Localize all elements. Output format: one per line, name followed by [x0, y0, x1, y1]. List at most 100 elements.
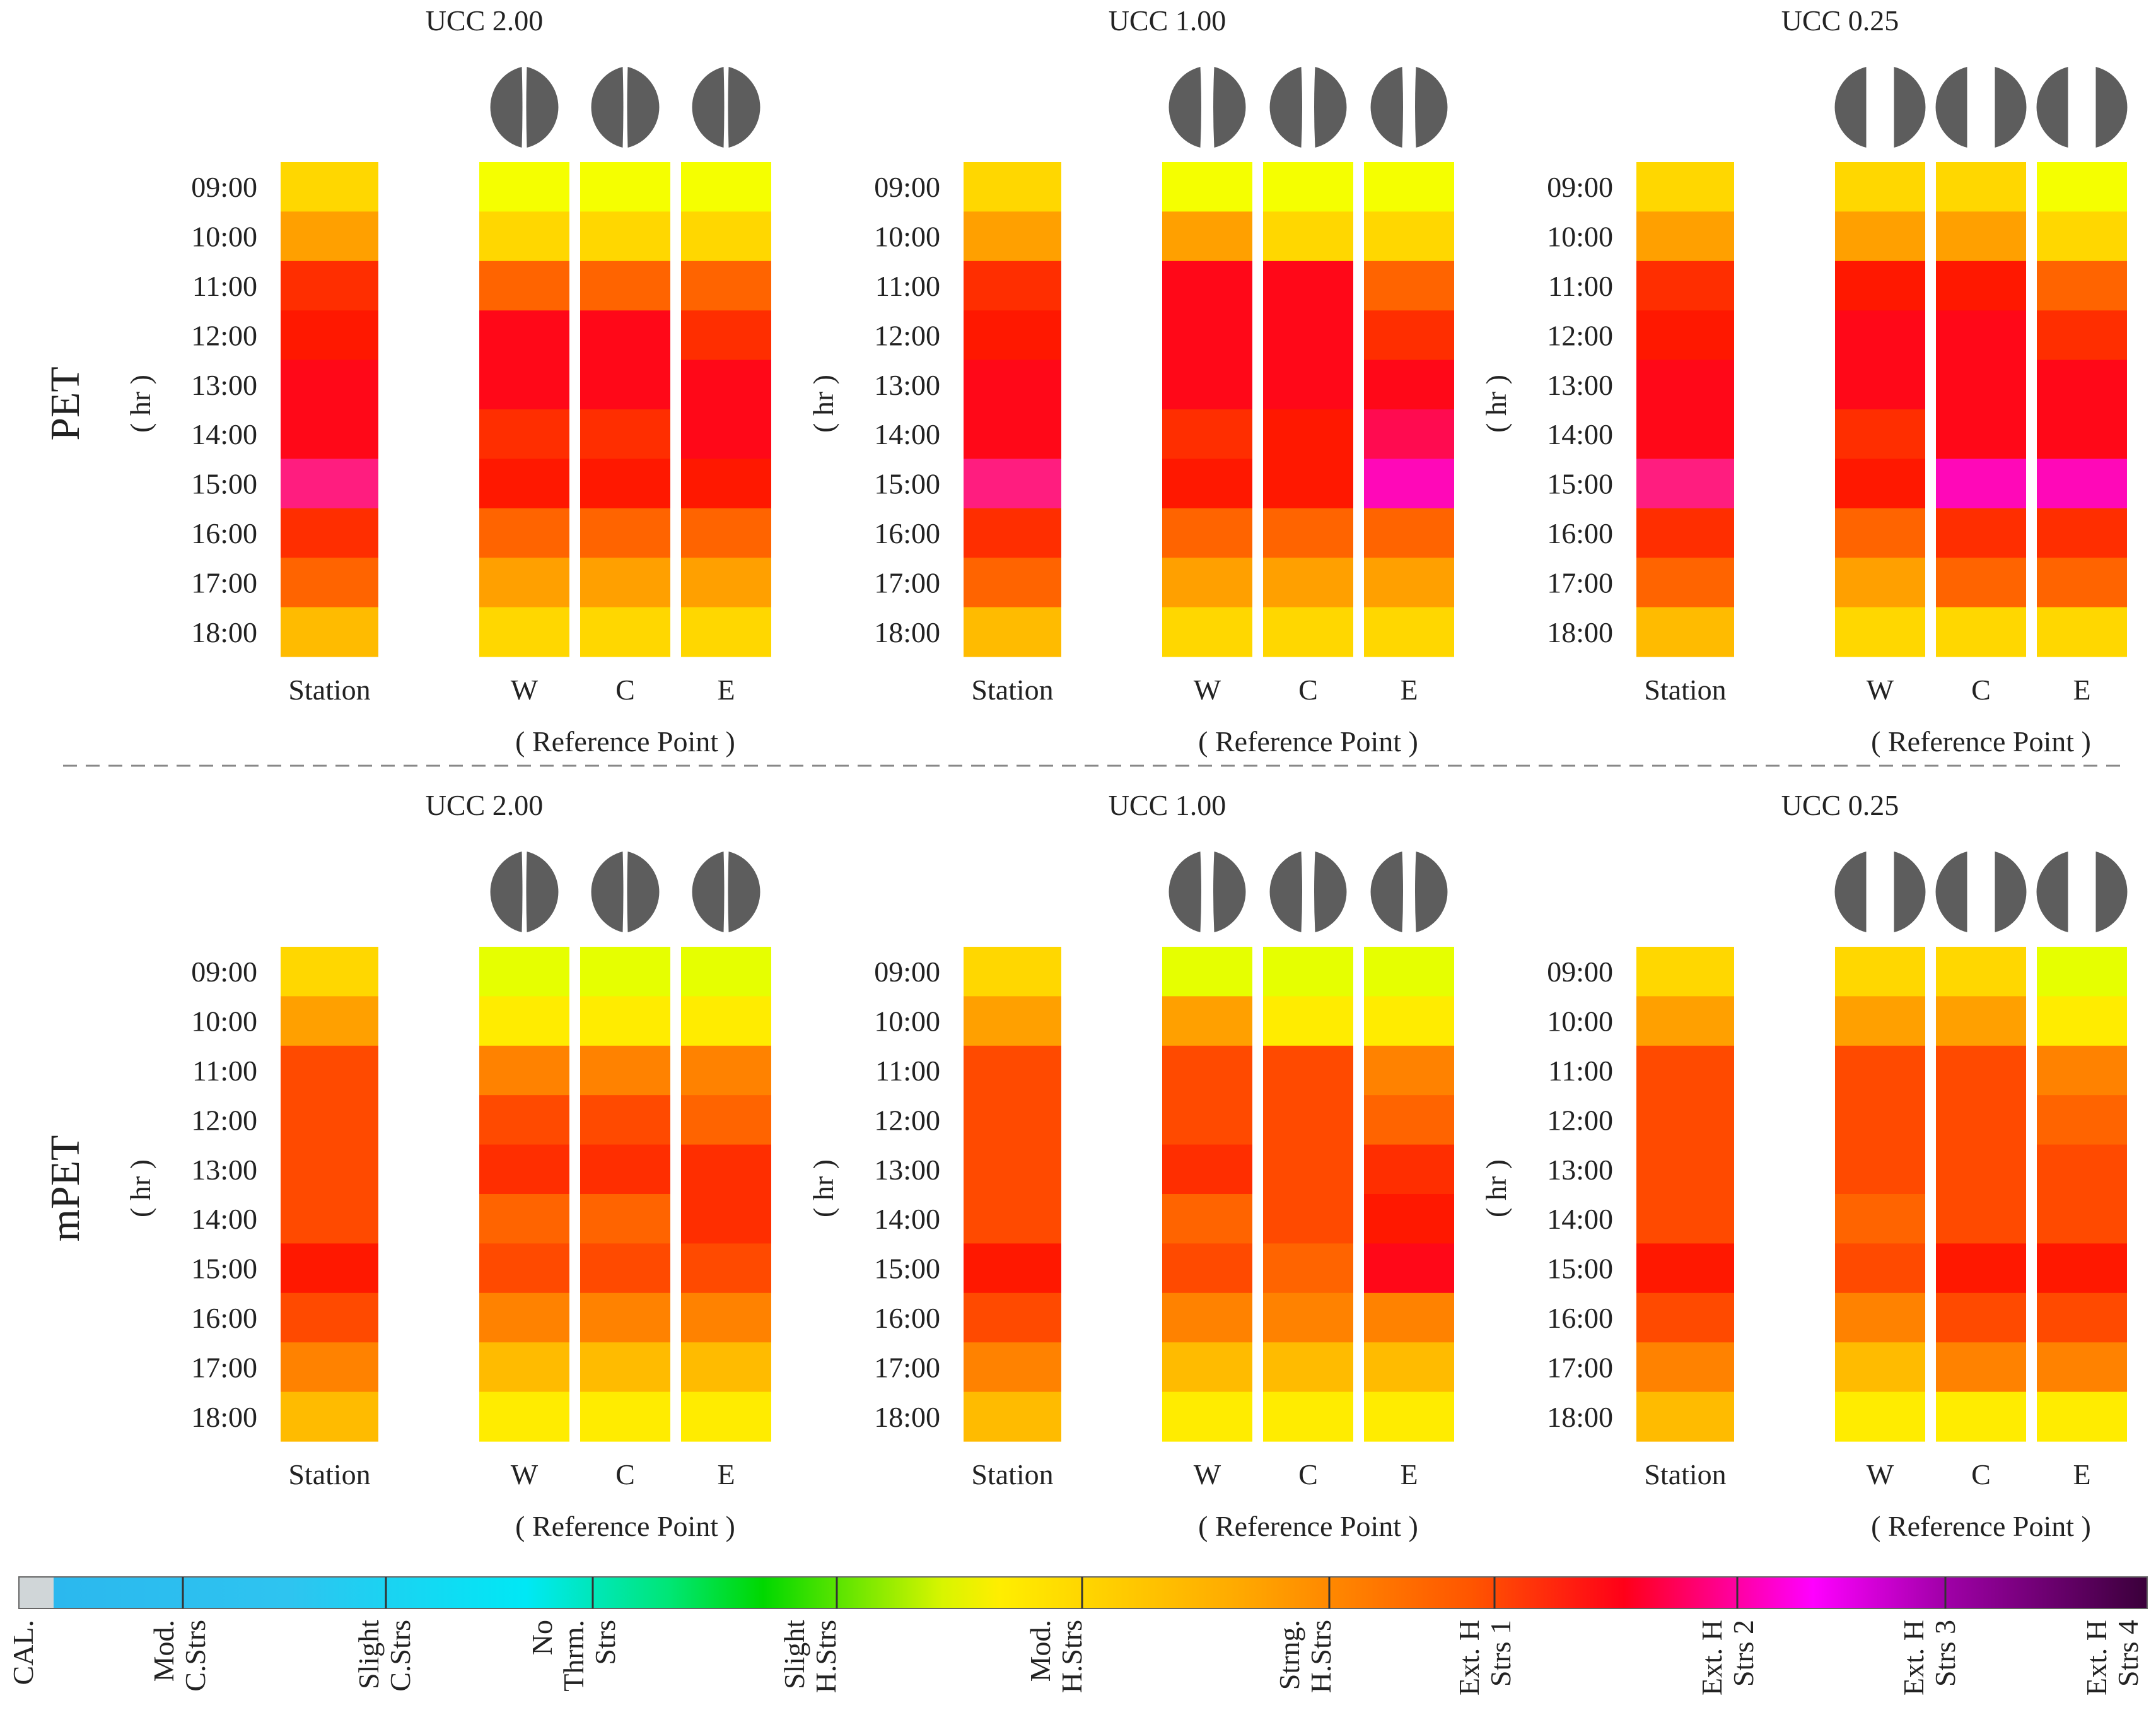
heat-cell — [681, 1144, 771, 1195]
reference-point-label: ( Reference Point ) — [1871, 725, 2091, 758]
heat-cell — [580, 261, 670, 311]
heat-cell — [1636, 360, 1734, 410]
heat-cell — [964, 1194, 1061, 1244]
heat-cell — [1364, 1391, 1454, 1442]
heat-cell — [1835, 261, 1925, 311]
heat-cell — [580, 409, 670, 459]
heat-cell — [580, 310, 670, 361]
heat-cell — [681, 607, 771, 657]
colorbar-category-label: Mod. — [1024, 1620, 1056, 1682]
heat-cell — [1936, 211, 2026, 262]
heat-cell — [964, 409, 1061, 459]
colorbar-cal-segment — [19, 1577, 54, 1608]
canyon-icon-right-half — [1213, 66, 1246, 148]
heat-cell — [1636, 409, 1734, 459]
hour-axis-label: ( hr ) — [124, 1159, 156, 1217]
heat-cell — [1162, 310, 1252, 361]
time-tick-label: 13:00 — [874, 1154, 940, 1186]
colorbar-category-label: H.Strs — [810, 1620, 842, 1693]
heat-cell — [1936, 409, 2026, 459]
colorbar-category-label: CAL. — [7, 1620, 39, 1685]
colorbar-category-label: Strs 3 — [1929, 1620, 1961, 1687]
heat-cell — [1364, 947, 1454, 997]
time-tick-label: 13:00 — [191, 369, 257, 401]
station-column-label: Station — [1644, 674, 1726, 706]
heat-cell — [1835, 211, 1925, 262]
canyon-icon-left-half — [1935, 851, 1967, 933]
heat-cell — [1936, 1243, 2026, 1294]
heat-cell — [1263, 1045, 1353, 1096]
heat-cell — [681, 1391, 771, 1442]
heat-cell — [964, 508, 1061, 558]
heat-cell — [1162, 1342, 1252, 1393]
colorbar-gradient — [54, 1577, 1945, 1608]
reference-point-label: ( Reference Point ) — [515, 1510, 735, 1542]
heat-cell — [1162, 261, 1252, 311]
canyon-icon-left-half — [591, 66, 624, 148]
panel-title: UCC 0.25 — [1781, 789, 1899, 821]
heat-cell — [281, 162, 378, 212]
canyon-icon-right-half — [1415, 851, 1448, 933]
heat-cell — [1364, 558, 1454, 608]
heat-cell — [964, 459, 1061, 509]
time-tick-label: 15:00 — [1547, 468, 1613, 500]
canyon-icon-right-half — [1415, 66, 1448, 148]
heat-cell — [479, 1342, 569, 1393]
time-tick-label: 14:00 — [191, 418, 257, 450]
canyon-icon-right-half — [526, 66, 559, 148]
canyon-icon-right-half — [2095, 851, 2128, 933]
heat-cell — [1364, 211, 1454, 262]
heat-cell — [681, 261, 771, 311]
heat-cell — [1936, 1391, 2026, 1442]
colorbar-category-label: Ext. H — [1897, 1620, 1930, 1695]
heat-cell — [281, 1045, 378, 1096]
heat-cell — [681, 1243, 771, 1294]
heat-cell — [1162, 459, 1252, 509]
time-tick-label: 16:00 — [191, 517, 257, 549]
colorbar-category-label: Mod. — [148, 1620, 180, 1682]
heat-cell — [580, 162, 670, 212]
heat-cell — [1636, 1045, 1734, 1096]
station-column-label: Station — [1644, 1458, 1726, 1490]
heat-cell — [964, 261, 1061, 311]
heat-cell — [1263, 558, 1353, 608]
time-tick-label: 15:00 — [1547, 1253, 1613, 1285]
time-tick-label: 11:00 — [192, 1055, 257, 1087]
time-tick-label: 11:00 — [875, 1055, 940, 1087]
heat-cell — [1636, 1243, 1734, 1294]
heat-cell — [281, 459, 378, 509]
panel-title: UCC 1.00 — [1109, 789, 1227, 821]
hour-axis-label: ( hr ) — [1480, 1159, 1512, 1217]
canyon-icon-left-half — [1269, 66, 1302, 148]
heat-cell — [580, 1144, 670, 1195]
time-tick-label: 15:00 — [874, 468, 940, 500]
heat-cell — [1936, 607, 2026, 657]
heat-cell — [580, 459, 670, 509]
heat-cell — [281, 211, 378, 262]
heat-cell — [1835, 1391, 1925, 1442]
heat-cell — [681, 947, 771, 997]
time-tick-label: 14:00 — [1547, 418, 1613, 450]
heat-cell — [964, 360, 1061, 410]
colorbar-category-label: Ext. H — [1696, 1620, 1728, 1695]
heat-cell — [964, 607, 1061, 657]
heat-cell — [580, 1194, 670, 1244]
colorbar-category-label: Strng. — [1273, 1620, 1305, 1690]
time-tick-label: 16:00 — [1547, 1302, 1613, 1334]
heat-cell — [681, 508, 771, 558]
colorbar-category-label: C.Strs — [384, 1620, 416, 1692]
heat-cell — [1835, 1144, 1925, 1195]
colorbar-category-label: Slight — [353, 1620, 385, 1689]
colorbar-category-label: Thrm. — [557, 1620, 590, 1692]
heat-cell — [1636, 1194, 1734, 1244]
time-tick-label: 10:00 — [191, 221, 257, 253]
reference-point-label: ( Reference Point ) — [1198, 725, 1418, 758]
canyon-icon-right-half — [627, 66, 660, 148]
canyon-icon-left-half — [1370, 66, 1403, 148]
heat-cell — [1835, 558, 1925, 608]
heat-cell — [1162, 1243, 1252, 1294]
heat-cell — [681, 996, 771, 1046]
time-tick-label: 10:00 — [191, 1005, 257, 1038]
heat-cell — [1263, 1095, 1353, 1145]
heat-cell — [1835, 1243, 1925, 1294]
